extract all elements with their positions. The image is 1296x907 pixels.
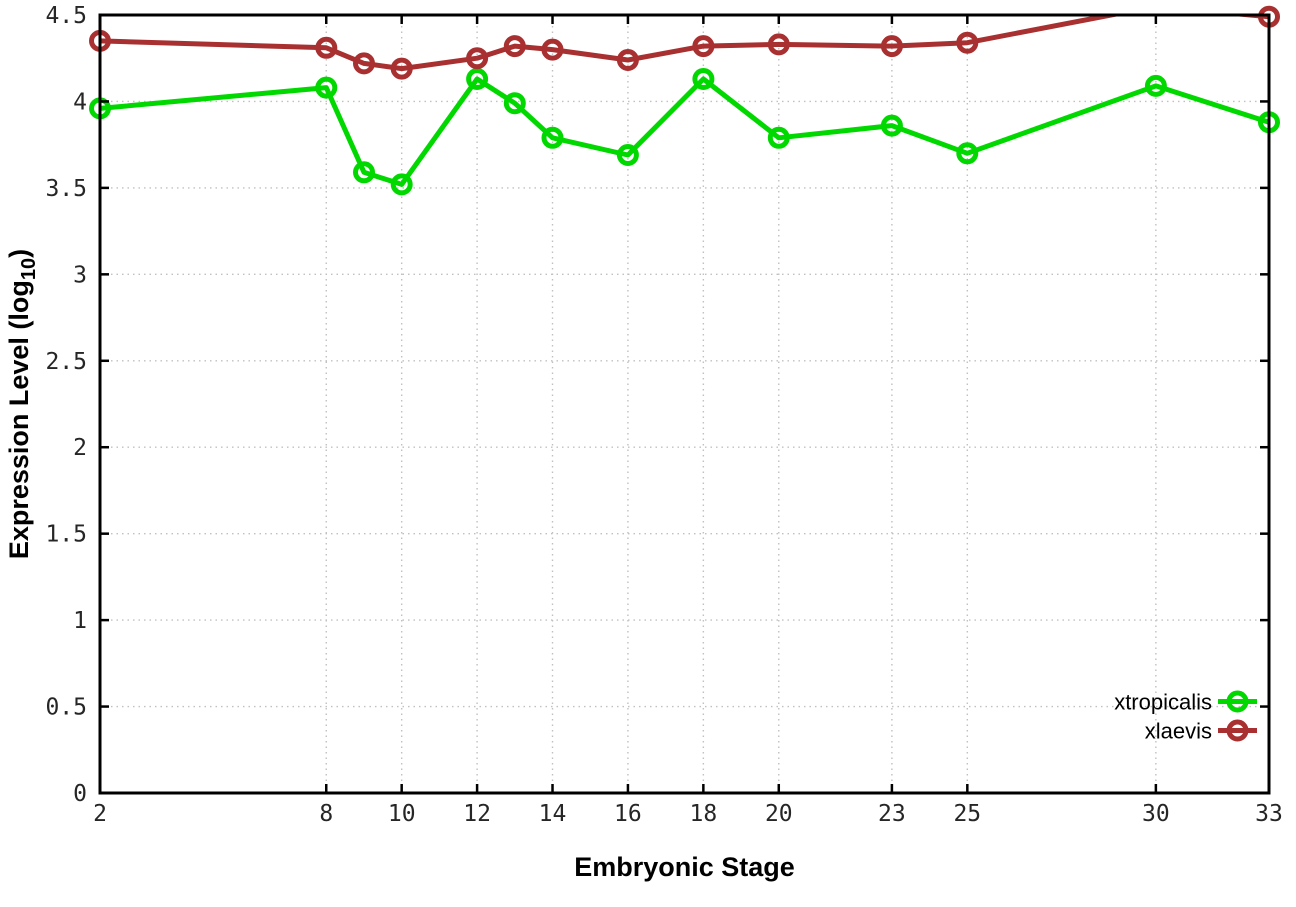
data-point-xlaevis (390, 57, 413, 80)
x-tick-label: 33 (1255, 801, 1283, 827)
plot-border (98, 13, 1271, 795)
y-tick-label: 0.5 (45, 695, 87, 721)
y-tick-label: 4.5 (45, 3, 87, 29)
x-tick-label: 30 (1142, 801, 1170, 827)
data-point-xlaevis (880, 35, 903, 58)
data-point-xtropicalis (880, 114, 903, 137)
legend-item-xtropicalis: xtropicalis (1114, 690, 1257, 715)
legend-label: xtropicalis (1114, 690, 1212, 715)
y-tick-label: 1.5 (45, 522, 87, 548)
legend: xtropicalis xlaevis (1114, 690, 1257, 744)
x-tick-label: 20 (765, 801, 793, 827)
legend-label: xlaevis (1145, 719, 1212, 744)
x-tick-label: 12 (463, 801, 491, 827)
data-point-xlaevis (767, 33, 790, 56)
data-point-xtropicalis (390, 173, 413, 196)
data-point-xtropicalis (315, 76, 338, 99)
data-point-xtropicalis (956, 142, 979, 165)
legend-marker-circle (1226, 690, 1249, 713)
x-axis-title: Embryonic Stage (574, 852, 795, 882)
x-tick-label: 18 (690, 801, 718, 827)
axis-ticks (98, 13, 1271, 795)
y-tick-label: 2 (73, 435, 87, 461)
series-group (89, 5, 1280, 196)
data-point-xlaevis (541, 38, 564, 61)
x-tick-label: 23 (878, 801, 906, 827)
legend-item-xlaevis: xlaevis (1145, 719, 1257, 744)
series-line-xtropicalis (100, 76, 1269, 187)
y-tick-label: 4 (73, 89, 87, 115)
x-tick-label: 25 (953, 801, 981, 827)
data-point-xlaevis (353, 52, 375, 75)
data-point-xtropicalis (692, 68, 715, 90)
data-point-xlaevis (616, 49, 639, 71)
x-tick-label: 2 (93, 801, 107, 827)
x-tick-label: 8 (319, 801, 333, 827)
y-axis-title-close: ) (4, 249, 34, 258)
data-point-xtropicalis (503, 92, 526, 115)
data-point-xlaevis (466, 47, 489, 70)
data-point-xtropicalis (767, 126, 790, 149)
data-point-xtropicalis (466, 68, 489, 90)
y-tick-label: 1 (73, 608, 87, 634)
y-tick-label: 0 (73, 781, 87, 807)
y-tick-label: 3.5 (45, 176, 87, 202)
data-point-xlaevis (503, 35, 526, 58)
y-axis-title-main: Expression Level (log (4, 280, 34, 559)
data-point-xtropicalis (541, 126, 564, 149)
data-point-xtropicalis (1144, 74, 1167, 97)
y-tick-label: 3 (73, 262, 87, 288)
x-tick-label: 14 (539, 801, 567, 827)
data-point-xtropicalis (353, 161, 375, 184)
x-tick-label: 10 (388, 801, 416, 827)
x-tick-label: 16 (614, 801, 642, 827)
legend-marker-circle (1226, 719, 1249, 742)
data-point-xtropicalis (616, 144, 639, 166)
gridlines (99, 14, 1270, 794)
data-point-xlaevis (956, 31, 979, 54)
y-axis-title-subscript: 10 (18, 258, 40, 280)
y-tick-label: 2.5 (45, 349, 87, 375)
data-point-xlaevis (692, 35, 715, 58)
y-axis-title: Expression Level (log10) (4, 249, 40, 559)
tick-labels: 2 8 10 12 14 16 18 20 23 25 30 33 0 0.5 1 1.5 2 2.5 3 3.5 4 4… (45, 3, 1282, 827)
data-point-xlaevis (315, 36, 338, 59)
